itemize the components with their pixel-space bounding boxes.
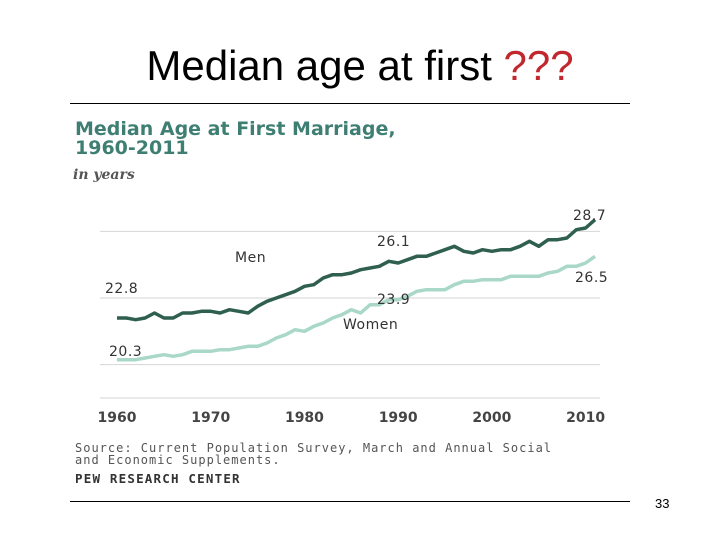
slide-title-accent: ??? xyxy=(503,42,574,89)
label-women-mid: 23.9 xyxy=(377,292,410,308)
x-axis-ticks: 1960 1970 1980 1990 2000 2010 xyxy=(98,410,606,426)
series-layer xyxy=(117,218,597,362)
slide-title: Median age at first ??? xyxy=(0,40,720,92)
label-men-mid: 26.1 xyxy=(377,234,410,250)
x-tick-label-2010: 2010 xyxy=(566,410,605,426)
label-men-end: 28.7 xyxy=(573,208,606,224)
source-line1: Source: Current Population Survey, March… xyxy=(75,441,552,455)
x-tick-label-1990: 1990 xyxy=(379,410,418,426)
source-line2: and Economic Supplements. xyxy=(75,453,281,467)
series-label-men: Men xyxy=(235,250,266,266)
top-divider xyxy=(70,103,630,104)
label-women-end: 26.5 xyxy=(575,270,608,286)
line-chart: Median Age at First Marriage, 1960-2011 … xyxy=(73,118,608,486)
series-label-women: Women xyxy=(343,317,398,333)
series-line-women xyxy=(117,254,597,362)
x-tick-label-1980: 1980 xyxy=(285,410,324,426)
chart-title-line1: Median Age at First Marriage, xyxy=(75,118,396,140)
credit-label: PEW RESEARCH CENTER xyxy=(75,471,241,486)
label-women-start: 20.3 xyxy=(109,344,142,360)
grid-lines xyxy=(100,230,600,399)
x-tick-label-2000: 2000 xyxy=(472,410,511,426)
chart-title-line2: 1960-2011 xyxy=(75,137,189,159)
label-men-start: 22.8 xyxy=(105,281,138,297)
x-tick-label-1960: 1960 xyxy=(98,410,137,426)
bottom-divider xyxy=(70,501,630,502)
series-line-men xyxy=(117,218,597,322)
page-number: 33 xyxy=(655,496,670,511)
slide-title-main: Median age at first xyxy=(146,42,492,89)
chart-subtitle: in years xyxy=(73,167,135,183)
x-tick-label-1970: 1970 xyxy=(191,410,230,426)
